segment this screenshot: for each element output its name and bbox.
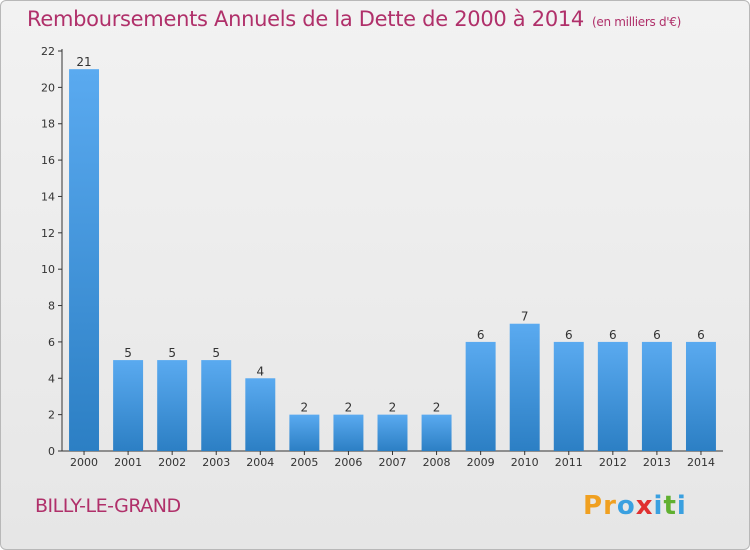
y-tick-label: 4 bbox=[48, 372, 55, 385]
data-label: 21 bbox=[76, 55, 91, 69]
y-tick-label: 10 bbox=[41, 263, 55, 276]
data-label: 2 bbox=[345, 401, 353, 415]
data-label: 5 bbox=[212, 346, 220, 360]
chart-unit-note: (en milliers d'€) bbox=[592, 15, 682, 29]
data-label: 5 bbox=[124, 346, 132, 360]
x-tick-label: 2009 bbox=[467, 456, 495, 469]
bar-2006[interactable] bbox=[333, 414, 364, 451]
logo-letter: o bbox=[616, 491, 636, 521]
x-tick-label: 2011 bbox=[555, 456, 583, 469]
logo-letter: t bbox=[663, 491, 677, 521]
y-tick-label: 14 bbox=[41, 190, 55, 203]
x-tick-label: 2014 bbox=[687, 456, 715, 469]
bar-2004[interactable] bbox=[245, 378, 276, 451]
data-label: 6 bbox=[653, 328, 661, 342]
data-label: 5 bbox=[168, 346, 176, 360]
bar-2005[interactable] bbox=[289, 414, 320, 451]
x-tick-label: 2001 bbox=[114, 456, 142, 469]
x-tick-label: 2005 bbox=[290, 456, 318, 469]
commune-name: BILLY-LE-GRAND bbox=[35, 495, 181, 517]
x-tick-label: 2000 bbox=[70, 456, 98, 469]
x-tick-label: 2003 bbox=[202, 456, 230, 469]
data-label: 6 bbox=[697, 328, 705, 342]
x-tick-label: 2007 bbox=[379, 456, 407, 469]
data-label: 7 bbox=[521, 310, 529, 324]
logo-letter: i bbox=[676, 491, 687, 521]
bar-2010[interactable] bbox=[509, 323, 540, 451]
logo-letter: r bbox=[603, 491, 617, 521]
logo-letter: P bbox=[583, 491, 604, 521]
y-tick-label: 8 bbox=[48, 300, 55, 313]
bar-2002[interactable] bbox=[157, 360, 188, 451]
proxiti-logo[interactable]: Proxiti bbox=[583, 491, 687, 521]
y-tick-label: 20 bbox=[41, 81, 55, 94]
y-tick-label: 16 bbox=[41, 154, 55, 167]
bar-2001[interactable] bbox=[113, 360, 144, 451]
y-tick-label: 2 bbox=[48, 409, 55, 422]
bar-2003[interactable] bbox=[201, 360, 232, 451]
bar-2011[interactable] bbox=[553, 341, 584, 451]
bar-2008[interactable] bbox=[421, 414, 452, 451]
data-label: 2 bbox=[389, 401, 397, 415]
chart-title-text: Remboursements Annuels de la Dette de 20… bbox=[27, 7, 584, 31]
x-tick-label: 2010 bbox=[511, 456, 539, 469]
bar-2012[interactable] bbox=[597, 341, 628, 451]
y-tick-label: 22 bbox=[41, 45, 55, 58]
logo-letter: x bbox=[635, 491, 654, 521]
bar-2000[interactable] bbox=[69, 69, 100, 451]
x-tick-label: 2004 bbox=[246, 456, 274, 469]
x-tick-label: 2008 bbox=[423, 456, 451, 469]
y-tick-label: 18 bbox=[41, 118, 55, 131]
bar-2009[interactable] bbox=[465, 341, 496, 451]
y-tick-label: 12 bbox=[41, 227, 55, 240]
x-tick-label: 2013 bbox=[643, 456, 671, 469]
y-tick-label: 0 bbox=[48, 445, 55, 458]
data-label: 6 bbox=[477, 328, 485, 342]
data-label: 6 bbox=[565, 328, 573, 342]
logo-letter: i bbox=[653, 491, 664, 521]
bar-2013[interactable] bbox=[641, 341, 672, 451]
data-label: 2 bbox=[433, 401, 441, 415]
data-label: 2 bbox=[301, 401, 309, 415]
chart-title: Remboursements Annuels de la Dette de 20… bbox=[27, 7, 681, 31]
data-label: 4 bbox=[256, 364, 264, 378]
data-label: 6 bbox=[609, 328, 617, 342]
y-tick-label: 6 bbox=[48, 336, 55, 349]
x-tick-label: 2006 bbox=[334, 456, 362, 469]
bar-2014[interactable] bbox=[685, 341, 716, 451]
bar-2007[interactable] bbox=[377, 414, 408, 451]
x-tick-label: 2012 bbox=[599, 456, 627, 469]
x-tick-label: 2002 bbox=[158, 456, 186, 469]
